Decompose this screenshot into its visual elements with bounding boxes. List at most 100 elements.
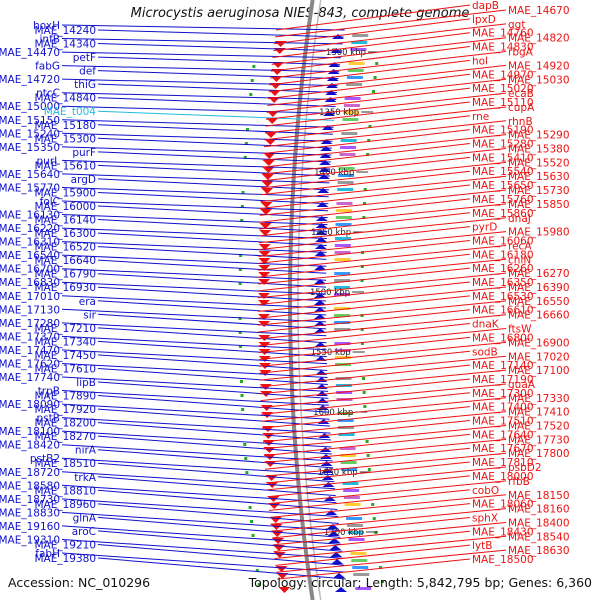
forward-gene-arrow xyxy=(276,573,289,579)
label-connector xyxy=(61,186,329,198)
gene-label: MAE_16530 xyxy=(472,291,534,303)
label-connector xyxy=(258,217,507,244)
label-connector xyxy=(61,525,342,545)
feature-block xyxy=(351,41,368,44)
gene-label: MAE_16830 xyxy=(0,277,60,289)
label-connector xyxy=(97,110,335,121)
forward-gene-arrow xyxy=(258,265,271,271)
reverse-gene-arrow xyxy=(320,146,333,151)
label-connector xyxy=(257,286,507,312)
label-connector xyxy=(261,148,507,175)
gene-label: MAE_18400 xyxy=(508,517,570,529)
gene-label: nirA xyxy=(75,445,97,457)
gene-label: MAE_17610 xyxy=(34,363,96,375)
reverse-gene-arrow xyxy=(315,216,328,221)
gene-label: MAE_15410 xyxy=(472,152,534,164)
feature-block xyxy=(336,209,353,212)
label-connector xyxy=(265,101,471,127)
gene-label: MAE_14920 xyxy=(508,60,570,72)
feature-block xyxy=(342,118,359,121)
gene-label: MAE_16300 xyxy=(34,228,96,240)
feature-block xyxy=(334,356,351,359)
label-connector xyxy=(61,376,329,392)
label-connector xyxy=(97,395,330,413)
feature-block xyxy=(339,153,356,156)
gene-label: hoxH xyxy=(33,20,60,32)
gene-label: ntcC xyxy=(36,88,60,100)
gene-label: lpxD xyxy=(472,14,496,26)
label-connector xyxy=(61,241,327,253)
label-connector xyxy=(97,489,338,511)
gene-label: cobO xyxy=(472,485,499,497)
gene-label: folC xyxy=(40,196,60,208)
label-connector xyxy=(97,462,335,483)
gene-label: MAE_15520 xyxy=(508,157,570,169)
gene-label: pyrD xyxy=(472,222,497,234)
label-connector xyxy=(61,511,340,531)
gene-label: MAE_15630 xyxy=(508,171,570,183)
reverse-gene-arrow xyxy=(314,328,327,333)
feature-block xyxy=(352,566,369,569)
forward-gene-arrow xyxy=(263,153,276,159)
gene-label: argD xyxy=(71,174,96,186)
gc-tick xyxy=(244,457,248,460)
label-connector xyxy=(97,219,328,233)
forward-gene-arrow xyxy=(258,321,271,327)
gc-tick xyxy=(245,471,249,474)
label-connector xyxy=(61,173,330,184)
gene-label: MAE_15030 xyxy=(508,74,570,86)
label-connector-layer xyxy=(61,4,507,580)
gene-label: sodB xyxy=(472,346,498,358)
feature-block xyxy=(352,34,369,37)
gene-label: MAE_18830 xyxy=(0,507,60,519)
scale-tick-label: 1300 kbp xyxy=(326,48,366,58)
label-connector xyxy=(260,383,507,409)
label-connector xyxy=(61,552,345,573)
label-connector xyxy=(267,475,471,498)
scale-tick-label: 1650 kbp xyxy=(318,468,358,478)
label-connector xyxy=(260,175,507,203)
gene-label: MAE_18500 xyxy=(472,554,534,566)
label-connector xyxy=(273,23,507,52)
gene-label: MAE_15770 xyxy=(0,182,60,194)
gene-label: psbD2 xyxy=(508,462,542,474)
reverse-gene-arrow xyxy=(320,461,333,466)
feature-block xyxy=(338,426,355,429)
forward-gene-arrow xyxy=(258,251,271,257)
gene-label: MAE_17740 xyxy=(0,372,60,384)
gene-label: MAE_19210 xyxy=(34,539,96,551)
label-connector xyxy=(61,78,338,87)
gc-tick xyxy=(373,76,377,79)
label-connector xyxy=(275,4,471,31)
gene-label: MAE_16790 xyxy=(34,269,96,281)
gc-tick xyxy=(238,282,242,285)
gc-tick xyxy=(238,268,242,271)
gene-label: MAE_18580 xyxy=(0,480,60,492)
label-connector xyxy=(262,420,471,443)
gene-label: MAE_15240 xyxy=(0,128,60,140)
gc-tick xyxy=(240,219,244,222)
gene-label: MAE_17410 xyxy=(508,407,570,419)
gc-tick xyxy=(240,394,244,397)
feature-block xyxy=(334,342,351,345)
reverse-gene-arrow xyxy=(316,202,329,207)
gene-label: trkA xyxy=(74,472,97,484)
label-connector xyxy=(61,484,337,504)
gene-label: MAE_17190 xyxy=(472,374,534,386)
label-connector xyxy=(97,151,331,163)
label-connector xyxy=(97,503,339,524)
reverse-gene-arrow xyxy=(315,230,328,235)
gene-label: purF xyxy=(72,147,96,159)
gene-label: MAE_18510 xyxy=(34,458,96,470)
gene-label: MAE_15850 xyxy=(508,199,570,211)
gene-label: MAE_18420 xyxy=(0,440,60,452)
gc-tick xyxy=(362,202,366,205)
feature-block xyxy=(337,419,354,422)
gene-label: era xyxy=(79,296,96,308)
feature-block xyxy=(347,69,364,72)
label-connector xyxy=(273,530,471,553)
gc-tick xyxy=(257,583,261,586)
label-connector xyxy=(261,161,507,189)
label-connector xyxy=(97,232,327,246)
gene-label: MAE_17330 xyxy=(508,393,570,405)
